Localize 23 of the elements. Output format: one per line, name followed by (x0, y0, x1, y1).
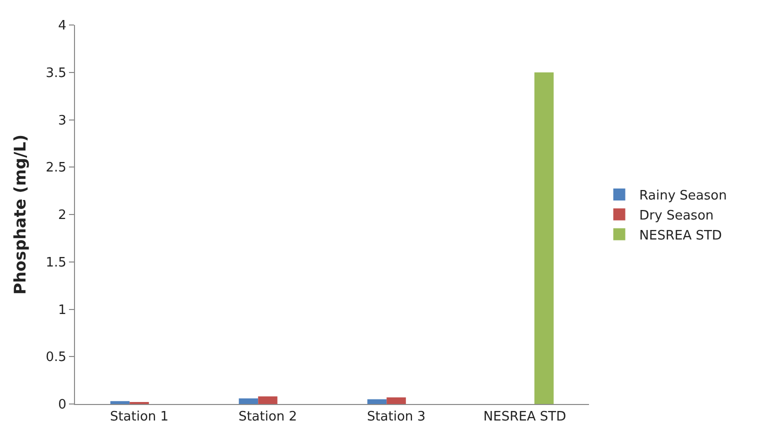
y-tick-label: 3.5 (46, 66, 66, 81)
y-tick-label: 2.5 (46, 160, 66, 176)
legend-label: NESREA STD (639, 228, 722, 244)
y-tick-label: 2 (58, 208, 66, 224)
y-tick-label: 4 (58, 18, 66, 34)
x-tick-label: NESREA STD (483, 410, 566, 425)
y-tick-label: 0 (58, 398, 66, 413)
y-tick-label: 0.5 (46, 350, 66, 366)
y-tick-label: 1.5 (46, 255, 66, 270)
legend-label: Rainy Season (639, 188, 727, 204)
bar (534, 72, 554, 404)
bar (367, 399, 387, 404)
legend-label: Dry Season (639, 208, 714, 224)
bar (386, 397, 406, 404)
bar (110, 401, 130, 404)
y-tick-label: 3 (58, 113, 66, 128)
bar (258, 396, 278, 404)
x-tick-label: Station 3 (366, 410, 426, 425)
y-axis-title: Phosphate (mg/L) (10, 134, 30, 295)
y-tick-label: 1 (58, 302, 66, 318)
x-tick-label: Station 2 (238, 410, 298, 425)
x-tick-label: Station 1 (110, 410, 169, 425)
bar (238, 398, 258, 404)
